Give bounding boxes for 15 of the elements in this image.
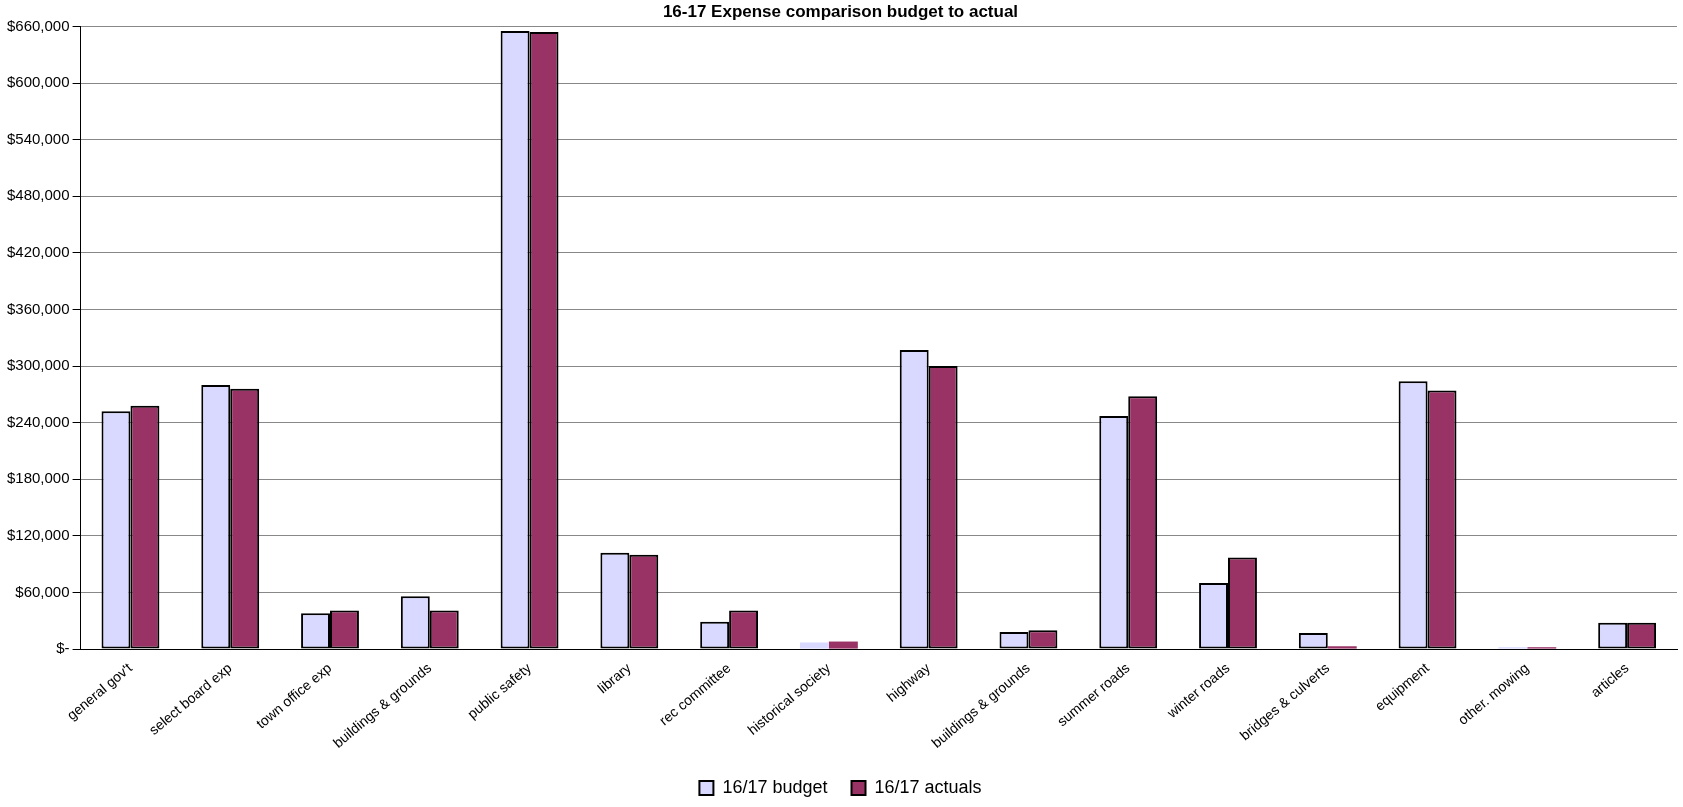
y-tick-label: $- (56, 639, 70, 657)
y-tick-label: $480,000 (6, 186, 70, 204)
y-tick-label: $600,000 (6, 73, 70, 91)
y-tick-label: $540,000 (6, 129, 70, 147)
y-tick-label: $360,000 (6, 299, 70, 317)
legend-label: 16/17 budget (722, 776, 828, 797)
legend-label: 16/17 actuals (874, 776, 982, 797)
y-tick-label: $180,000 (6, 469, 70, 487)
y-tick-label: $300,000 (6, 356, 70, 374)
chart-title: 16-17 Expense comparison budget to actual (662, 1, 1019, 21)
y-tick-label: $120,000 (6, 526, 70, 544)
y-tick-label: $60,000 (15, 582, 70, 600)
y-tick-label: $420,000 (6, 242, 70, 260)
y-tick-label: $240,000 (6, 412, 70, 430)
y-tick-label: $660,000 (6, 16, 70, 34)
